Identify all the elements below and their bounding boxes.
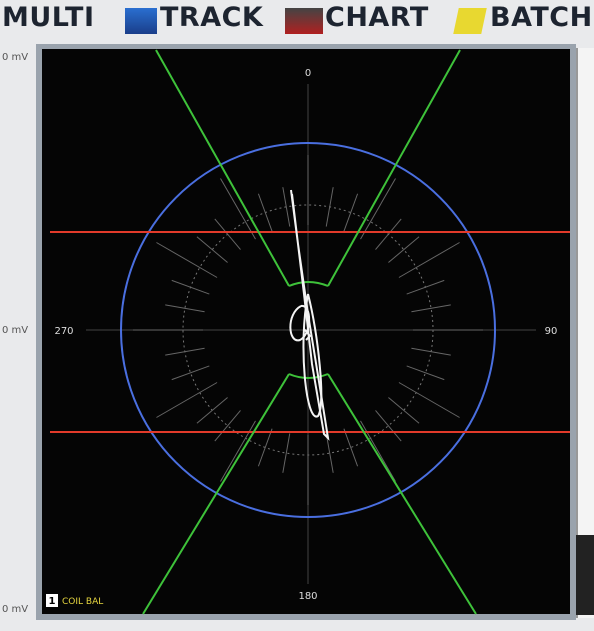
instrument-screen: MULTI TRACK CHART BATCH 0 mV 0 mV 0 mV 0 [0, 0, 594, 631]
axis-label: 0 mV [2, 52, 28, 63]
tab-icon [125, 8, 157, 34]
angle-label: 270 [54, 326, 73, 337]
angle-label: 90 [545, 326, 558, 337]
angle-label: 0 [305, 68, 311, 79]
side-panel [576, 48, 594, 618]
channel-name: COIL BAL [62, 597, 103, 607]
tab[interactable]: MULTI [2, 2, 95, 33]
axis-label: 0 mV [2, 325, 28, 336]
tab-icon [285, 8, 323, 34]
angle-label: 180 [298, 591, 317, 602]
tab[interactable]: TRACK [160, 2, 263, 33]
channel-number: 1 [49, 596, 56, 607]
impedance-plane: 0 90 180 270 1 COIL BAL [36, 44, 576, 620]
side-panel-dark [576, 535, 594, 615]
axis-label: 0 mV [2, 604, 28, 615]
tab-icon [453, 8, 487, 34]
tab[interactable]: BATCH [490, 2, 593, 33]
tab[interactable]: CHART [325, 2, 429, 33]
